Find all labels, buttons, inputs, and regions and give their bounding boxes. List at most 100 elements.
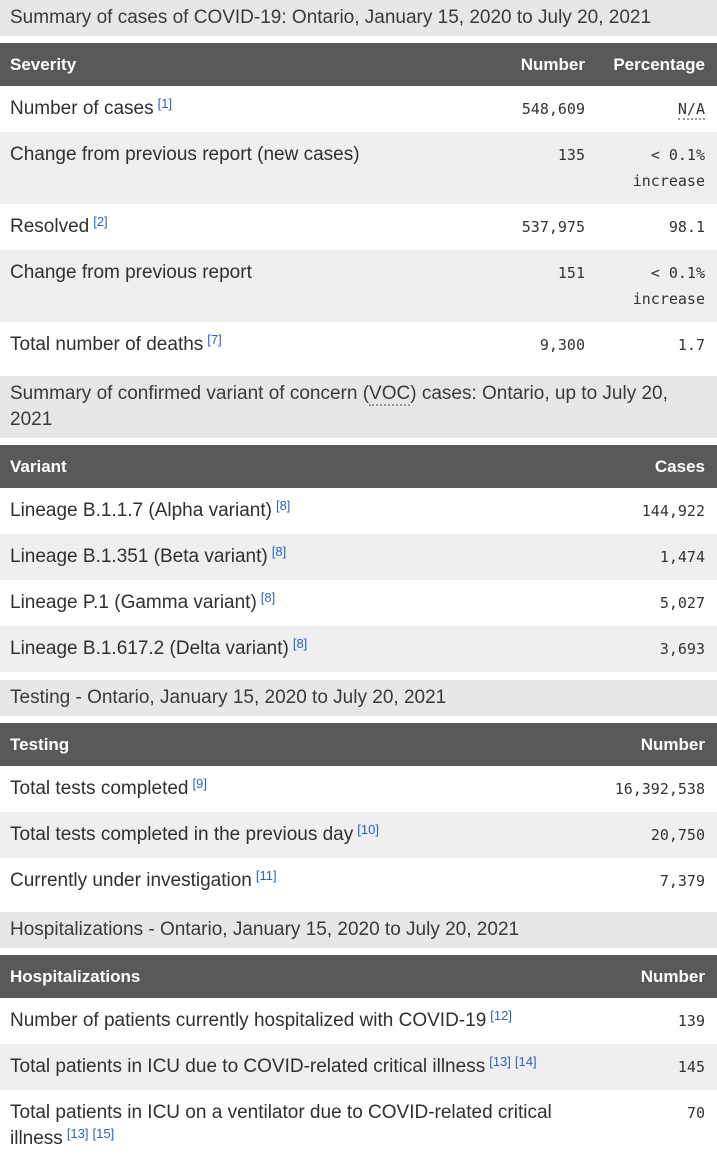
row-value: 70: [686, 1104, 705, 1122]
footnote-link[interactable]: [8]: [292, 636, 308, 651]
column-header-hospitalizations: Hospitalizations: [0, 955, 603, 998]
footnote-link[interactable]: [1]: [157, 96, 173, 111]
row-label: Change from previous report: [0, 250, 473, 322]
hospitalizations-caption: Hospitalizations - Ontario, January 15, …: [0, 912, 717, 948]
table-row: Currently under investigation [11] 7,379: [0, 858, 717, 904]
column-header-variant: Variant: [0, 445, 603, 488]
table-row: Number of patients currently hospitalize…: [0, 998, 717, 1044]
row-value: 548,609: [521, 100, 585, 118]
column-header-percentage: Percentage: [597, 43, 717, 86]
row-value: 98.1: [668, 218, 705, 236]
abbreviation-n-a: N/A: [677, 100, 705, 120]
column-header-testing: Testing: [0, 723, 603, 766]
table-row: Change from previous report 151 < 0.1% inc…: [0, 250, 717, 322]
footnote-link[interactable]: [7]: [207, 332, 222, 347]
row-value: 16,392,538: [614, 780, 705, 798]
table-row: Change from previous report (new cases) 1…: [0, 132, 717, 204]
cases-summary-caption: Summary of cases of COVID-19: Ontario, J…: [0, 0, 717, 36]
footnote-ref: [8]: [293, 636, 307, 651]
footnote-ref: [14]: [515, 1054, 537, 1069]
column-header-number: Number: [473, 43, 597, 86]
row-label: Total patients in ICU due to COVID-relat…: [0, 1044, 603, 1090]
row-value: 537,975: [521, 218, 585, 236]
table-row: Lineage B.1.351 (Beta variant) [8] 1,474: [0, 534, 717, 580]
footnote-ref: [8]: [272, 544, 286, 559]
row-label: Total tests completed in the previous da…: [0, 812, 603, 858]
row-label: Change from previous report (new cases): [0, 132, 473, 204]
row-value: 7,379: [659, 872, 705, 890]
footnote-ref: [15]: [93, 1126, 115, 1141]
table-row: Lineage B.1.617.2 (Delta variant) [8] 3,69…: [0, 626, 717, 672]
row-value: 5,027: [659, 594, 705, 612]
table-row: Total number of deaths [7] 9,300 1.7: [0, 322, 717, 368]
footnote-ref: [1]: [158, 96, 172, 111]
row-label: Number of patients currently hospitalize…: [10, 1008, 512, 1031]
row-label: Lineage P.1 (Gamma variant) [8]: [10, 590, 276, 613]
abbreviation-voc: VOC: [369, 383, 411, 406]
table-header-row: Hospitalizations Number: [0, 955, 717, 998]
column-header-cases: Cases: [603, 445, 717, 488]
testing-table: Testing Number Total tests completed [9] 1…: [0, 723, 717, 904]
footnote-ref: [13]: [67, 1126, 89, 1141]
table-row: Resolved [2] 537,975 98.1: [0, 204, 717, 250]
footnote-link[interactable]: [15]: [92, 1126, 115, 1141]
footnote-ref: [8]: [261, 590, 275, 605]
column-header-number: Number: [603, 723, 717, 766]
row-label: Lineage B.1.1.7 (Alpha variant) [8]: [10, 498, 291, 521]
row-label: Lineage B.1.617.2 (Delta variant) [8]: [0, 626, 603, 672]
footnote-link[interactable]: [8]: [260, 590, 276, 605]
footnote-link[interactable]: [9]: [192, 776, 207, 791]
cases-summary-section: Summary of cases of COVID-19: Ontario, J…: [0, 0, 717, 368]
testing-caption: Testing - Ontario, January 15, 2020 to J…: [0, 680, 717, 716]
footnote-link[interactable]: [11]: [255, 868, 277, 883]
row-label: Total patients in ICU on a ventilator du…: [10, 1102, 552, 1149]
testing-section: Testing - Ontario, January 15, 2020 to J…: [0, 680, 717, 904]
row-label: Resolved [2]: [10, 214, 108, 237]
row-label: Currently under investigation [11]: [10, 868, 277, 891]
row-value: 20,750: [603, 812, 717, 858]
footnote-link[interactable]: [2]: [93, 214, 108, 229]
footnote-link[interactable]: [8]: [275, 498, 291, 513]
row-value: 145: [603, 1044, 717, 1090]
row-value: N/A: [597, 86, 717, 132]
footnote-link[interactable]: [12]: [490, 1008, 512, 1023]
table-row: Total tests completed in the previous da…: [0, 812, 717, 858]
column-header-severity: Severity: [0, 43, 473, 86]
footnote-ref: [13]: [489, 1054, 511, 1069]
footnote-link[interactable]: [10]: [357, 822, 379, 837]
table-row: Total patients in ICU due to COVID-relat…: [0, 1044, 717, 1090]
cases-summary-table: Severity Number Percentage Number of cas…: [0, 43, 717, 368]
table-header-row: Testing Number: [0, 723, 717, 766]
footnote-link[interactable]: [13]: [66, 1126, 89, 1141]
row-value: 1.7: [677, 336, 705, 354]
row-label: Number of cases [1]: [10, 96, 173, 119]
row-value: < 0.1% increase: [597, 132, 717, 204]
table-row: Number of cases [1] 548,609 N/A: [0, 86, 717, 132]
row-value: 135: [473, 132, 597, 204]
hospitalizations-table: Hospitalizations Number Number of patien…: [0, 955, 717, 1162]
table-row: Total tests completed [9] 16,392,538: [0, 766, 717, 812]
row-label: Lineage B.1.351 (Beta variant) [8]: [0, 534, 603, 580]
footnote-ref: [10]: [357, 822, 379, 837]
variants-caption: Summary of confirmed variant of concern …: [0, 376, 717, 438]
row-value: 9,300: [539, 336, 585, 354]
table-row: Lineage P.1 (Gamma variant) [8] 5,027: [0, 580, 717, 626]
variants-table: Variant Cases Lineage B.1.1.7 (Alpha var…: [0, 445, 717, 672]
hospitalizations-section: Hospitalizations - Ontario, January 15, …: [0, 912, 717, 1162]
footnote-link[interactable]: [13]: [489, 1054, 511, 1069]
row-value: < 0.1% increase: [597, 250, 717, 322]
table-header-row: Severity Number Percentage: [0, 43, 717, 86]
table-row: Total patients in ICU on a ventilator du…: [0, 1090, 717, 1162]
table-header-row: Variant Cases: [0, 445, 717, 488]
row-label: Total tests completed [9]: [10, 776, 207, 799]
footnote-ref: [7]: [207, 332, 221, 347]
footnote-ref: [2]: [93, 214, 107, 229]
column-header-number: Number: [603, 955, 717, 998]
footnote-link[interactable]: [8]: [271, 544, 287, 559]
footnote-ref: [12]: [490, 1008, 512, 1023]
footnote-ref: [9]: [192, 776, 206, 791]
footnote-link[interactable]: [14]: [514, 1054, 537, 1069]
row-label: Total number of deaths [7]: [10, 332, 222, 355]
row-value: 139: [677, 1012, 705, 1030]
